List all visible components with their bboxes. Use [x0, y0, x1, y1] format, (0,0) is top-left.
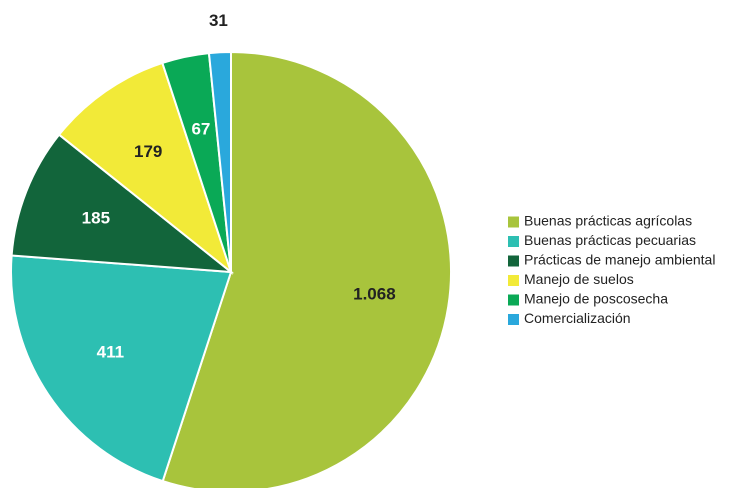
legend-swatch [508, 255, 519, 267]
value-label: 411 [97, 342, 124, 361]
value-label: 67 [191, 119, 210, 138]
legend-label: Manejo de poscosecha [524, 291, 668, 307]
value-label: 179 [134, 142, 162, 161]
value-label: 31 [209, 11, 228, 30]
legend-swatch [508, 294, 519, 306]
legend-swatch [508, 216, 519, 228]
value-label: 185 [82, 208, 110, 227]
legend-label: Prácticas de manejo ambiental [524, 252, 715, 268]
legend-label: Buenas prácticas pecuarias [524, 232, 696, 248]
legend-label: Comercialización [524, 310, 631, 326]
pie-slice [10, 133, 235, 274]
legend-swatch [508, 236, 519, 247]
legend-swatch [508, 314, 519, 325]
pie-slice [10, 254, 233, 483]
pie-slice [57, 61, 233, 275]
pie-slice [207, 50, 232, 273]
legend-label: Manejo de suelos [524, 271, 634, 287]
pie-slice [161, 50, 452, 488]
value-label: 1.068 [353, 284, 396, 303]
legend-swatch [508, 275, 519, 286]
legend-label: Buenas prácticas agrícolas [524, 213, 692, 229]
